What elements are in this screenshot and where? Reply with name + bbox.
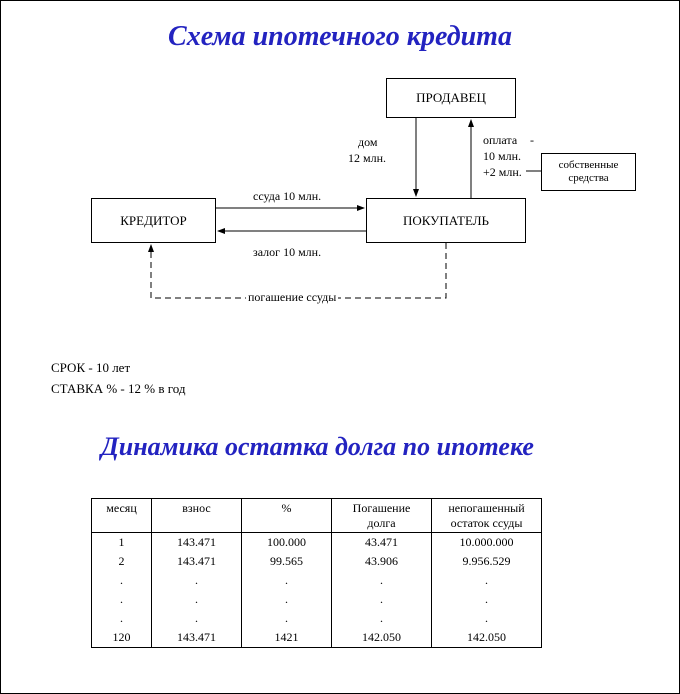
table-cell: 142.050	[332, 628, 432, 648]
table-cell: .	[242, 571, 332, 590]
table-cell: .	[152, 571, 242, 590]
edge-house-l2: 12 млн.	[346, 151, 388, 166]
edge-loan: ссуда 10 млн.	[251, 189, 323, 204]
table-row: 2143.47199.56543.9069.956.529	[92, 552, 542, 571]
table-cell: .	[332, 590, 432, 609]
node-buyer: ПОКУПАТЕЛЬ	[366, 198, 526, 243]
col-percent: %	[242, 499, 332, 533]
table-row: .....	[92, 571, 542, 590]
table-cell: 143.471	[152, 552, 242, 571]
edge-payment-l1: оплата	[481, 133, 519, 148]
table-cell: .	[242, 609, 332, 628]
table-cell: 1	[92, 533, 152, 553]
edge-pledge: залог 10 млн.	[251, 245, 323, 260]
node-creditor: КРЕДИТОР	[91, 198, 216, 243]
table-cell: 99.565	[242, 552, 332, 571]
col-remainder: непогашенный остаток ссуды	[432, 499, 542, 533]
table-row: 1143.471100.00043.47110.000.000	[92, 533, 542, 553]
table-cell: 43.906	[332, 552, 432, 571]
scheme-title: Схема ипотечного кредита	[1, 1, 679, 53]
table-cell: .	[432, 571, 542, 590]
table-cell: .	[152, 609, 242, 628]
table-cell: 9.956.529	[432, 552, 542, 571]
term-rate: СТАВКА % - 12 % в год	[51, 379, 679, 400]
table-cell: .	[432, 609, 542, 628]
table-cell: 143.471	[152, 628, 242, 648]
table-cell: .	[92, 590, 152, 609]
table-cell: 1421	[242, 628, 332, 648]
mortgage-diagram: ПРОДАВЕЦ КРЕДИТОР ПОКУПАТЕЛЬ собственные…	[1, 73, 679, 353]
table-cell: 142.050	[432, 628, 542, 648]
table-cell: .	[242, 590, 332, 609]
table-cell: 143.471	[152, 533, 242, 553]
table-row: .....	[92, 609, 542, 628]
term-duration: СРОК - 10 лет	[51, 358, 679, 379]
table-row: 120143.4711421142.050142.050	[92, 628, 542, 648]
node-seller: ПРОДАВЕЦ	[386, 78, 516, 118]
dynamics-title: Динамика остатка долга по ипотеке	[1, 430, 679, 464]
own-funds-l2: средства	[559, 172, 619, 185]
table-header-row: месяц взнос % Погашение долга непогашенн…	[92, 499, 542, 533]
node-own-funds: собственные средства	[541, 153, 636, 191]
edge-payment-l3: +2 млн.	[481, 165, 524, 180]
table-cell: 43.471	[332, 533, 432, 553]
edge-payment-l2: 10 млн.	[481, 149, 523, 164]
edge-dash: -	[528, 133, 536, 148]
table-cell: .	[332, 609, 432, 628]
table-cell: .	[332, 571, 432, 590]
table-cell: 2	[92, 552, 152, 571]
table-cell: .	[92, 571, 152, 590]
table-cell: .	[92, 609, 152, 628]
table-cell: 10.000.000	[432, 533, 542, 553]
edge-repay: погашение ссуды	[246, 290, 338, 305]
table-cell: 120	[92, 628, 152, 648]
edge-house-l1: дом	[356, 135, 379, 150]
table-row: .....	[92, 590, 542, 609]
own-funds-l1: собственные	[559, 159, 619, 172]
amortization-table: месяц взнос % Погашение долга непогашенн…	[91, 498, 542, 648]
col-month: месяц	[92, 499, 152, 533]
table-cell: .	[152, 590, 242, 609]
col-payment: взнос	[152, 499, 242, 533]
col-principal: Погашение долга	[332, 499, 432, 533]
table-cell: .	[432, 590, 542, 609]
terms-block: СРОК - 10 лет СТАВКА % - 12 % в год	[1, 358, 679, 400]
table-cell: 100.000	[242, 533, 332, 553]
